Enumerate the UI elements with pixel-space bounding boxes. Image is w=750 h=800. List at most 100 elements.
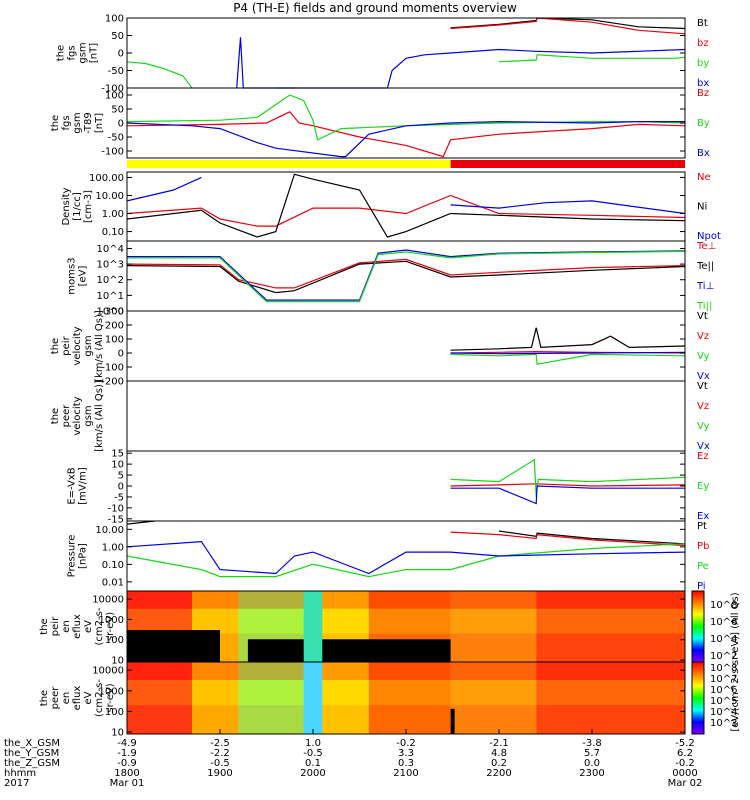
panel-fgs-ted: -100 -50 0 50 100 the fgs gsm -T89 [nT] Bz By Bx [50,87,710,159]
y-axis-label: peer [61,404,72,428]
y-tick-label: 10.00 [95,525,124,536]
series-temp-Te|| [126,260,686,294]
series-fgs-bz [450,17,686,35]
series-fgs-bx [236,37,686,89]
y-axis-label: the [39,690,50,706]
y-tick-label: -15 [108,514,124,525]
x-row-value: 6.2 [677,748,693,759]
legend-By: By [697,118,710,129]
y-tick-label: 10 [111,728,124,739]
y-tick-label: 1000 [99,615,124,626]
status-bar-segment-1 [450,160,685,168]
y-axis-label: -T89 [83,112,94,134]
x-row-value: -4.9 [117,738,137,749]
y-tick-label: 100 [105,14,124,25]
x-row-value: 1900 [207,768,232,779]
y-tick-label: 10^2 [97,275,124,286]
panel-density: 0.10 1.00 10.00 100.00 Density [1/cc] [cm-3] Ne… [61,171,721,242]
y-tick-label: -50 [108,66,124,77]
spectrogram-band [127,608,685,634]
legend-Vx: Vx [697,371,710,382]
y-tick-label: 10000 [92,595,124,606]
y-tick-label: 50 [111,31,124,42]
colorbar-tick: 10^6 [710,617,737,628]
panel-fgs: -100 -50 0 50 100 the fgs gsm [nT] Bt bz by bx [56,14,710,95]
legend-bx: bx [697,78,709,89]
x-row-value: 1.0 [305,738,321,749]
x-row-value: -0.2 [396,738,416,749]
colorbar-tick: 10^4 [710,707,737,718]
y-tick-label: 0.10 [102,560,124,571]
legend-Te||: Te|| [696,261,714,272]
series-efield-Ex [450,485,685,505]
spectrogram-block [303,662,323,734]
y-tick-label: 100 [105,635,124,646]
y-tick-label: 100 [105,91,124,102]
x-row-value: -0.5 [210,758,230,769]
series-fgs-by [126,54,686,89]
panel-peir-spec: 10 100 1000 10000 the peir en eflux eV (cm2-s-sr-… [39,590,686,667]
y-tick-label: 10 [111,460,124,471]
legend-Ex: Ex [697,511,709,522]
y-tick-label: 300 [105,307,124,318]
spectrogram-block [192,662,239,734]
spectrogram-block [238,662,313,734]
y-axis-label: velocity [72,326,83,365]
series-density-Ne [126,194,686,227]
legend-bz: bz [697,38,709,49]
spectrogram-block [127,662,193,734]
x-row-value: Mar 01 [110,778,145,789]
legend-Vt: Vt [697,381,708,392]
series-temp-Ti⊥ [127,249,686,301]
y-axis-label: [1/cc] [72,192,83,221]
y-tick-label: 50 [111,105,124,116]
series-pressure-Pe [126,543,686,578]
legend-Ez: Ez [697,451,709,462]
colorbar-0 [691,590,705,663]
legend-Te⊥: Te⊥ [696,241,716,252]
x-row-value: -0.2 [675,758,695,769]
y-axis-label: fgs [61,115,72,130]
y-axis-label: eflux [72,686,83,711]
series-pressure-Pb [450,531,686,547]
x-row-label: the_Z_GSM [4,758,60,769]
x-row-value: 0.0 [584,758,600,769]
y-tick-label: 0 [118,349,124,360]
x-row-value: -2.2 [210,748,230,759]
y-tick-label: 10000 [92,666,124,677]
y-tick-label: 1.00 [102,542,124,553]
y-axis-label: [nPa] [78,543,89,569]
colorbar-tick: 10^4 [710,634,737,645]
colorbar-tick: 10^3 [710,718,737,729]
spectrogram-block [450,591,537,662]
series-peir-vel-Vx [450,351,686,355]
legend-Ni: Ni [697,202,707,213]
y-tick-label: -50 [108,133,124,144]
panel-frame [126,380,686,452]
y-axis-label: [cm-3] [83,190,94,223]
y-tick-label: 10^0 [97,307,124,318]
legend-Vz: Vz [697,401,709,412]
x-row-value: 0000 [672,768,697,779]
legend-Pb: Pb [697,541,709,552]
legend-Ti||: Ti|| [696,301,712,312]
y-tick-label: 0 [118,482,124,493]
y-tick-label: 100.00 [89,173,124,184]
x-row-label: the_Y_GSM [4,748,59,759]
y-axis-label: sr-eV) [105,612,116,641]
y-tick-label: -100 [101,84,124,95]
x-row-value: -1.9 [117,748,137,759]
series-efield-Ez [450,483,686,487]
x-row-value: 0.3 [398,758,414,769]
y-tick-label: 200 [105,321,124,332]
y-axis-label: eV [83,620,94,633]
x-row-value: -0.9 [117,758,137,769]
x-row-value: 2300 [579,768,604,779]
y-axis-label: the [39,618,50,634]
y-axis-label: en [61,620,72,633]
y-tick-label: 100 [105,335,124,346]
y-axis-label: moms3 [67,257,78,294]
y-axis-label: [km/s (All Qs)] [94,380,105,452]
series-density-Npot [126,176,686,215]
